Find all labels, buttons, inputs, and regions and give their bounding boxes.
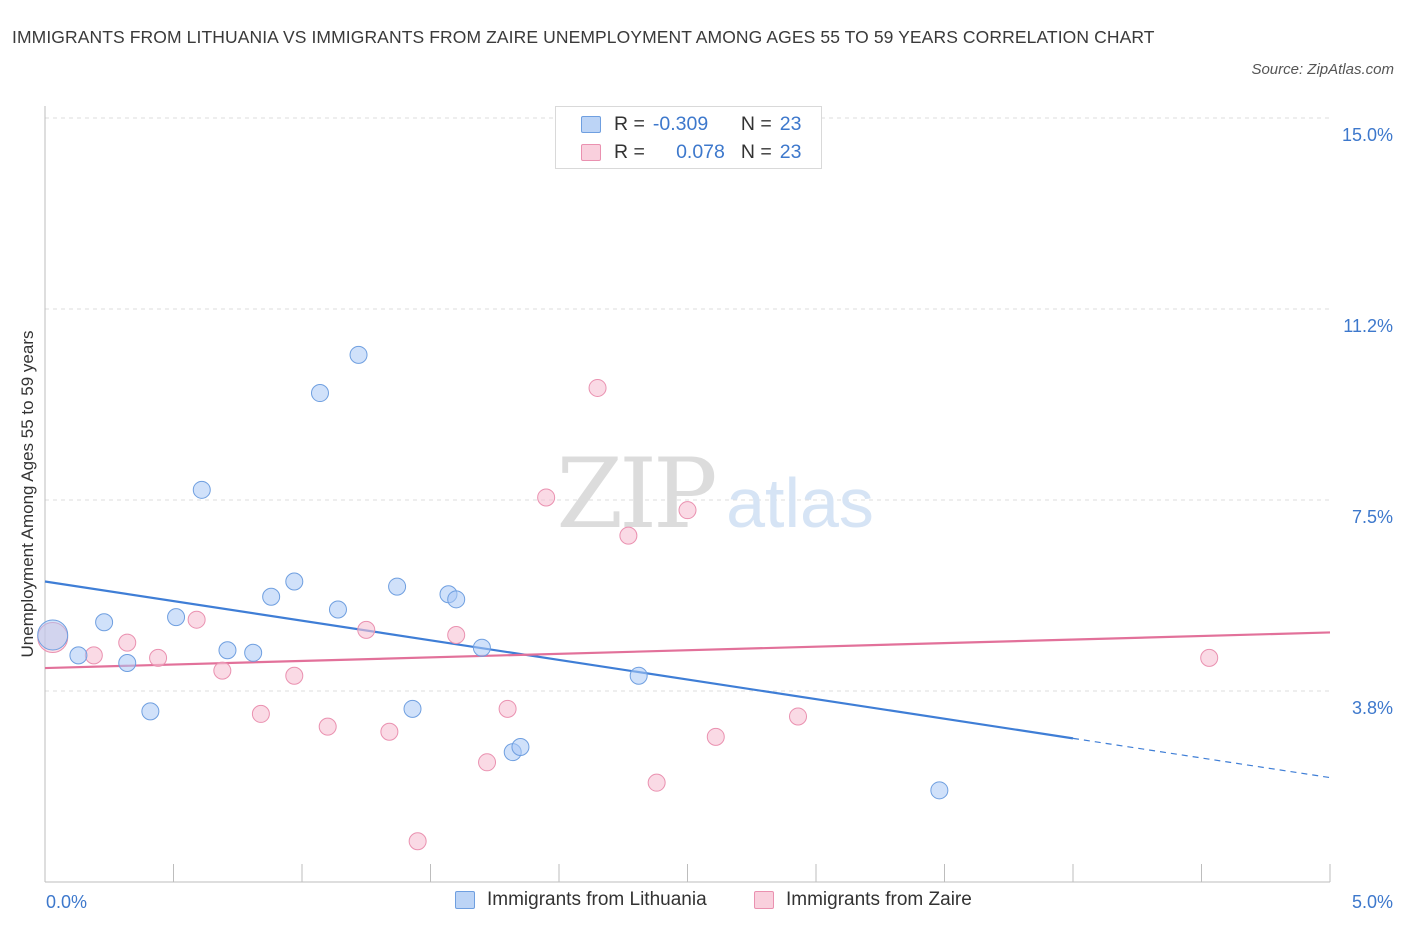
zaire-point bbox=[647, 773, 666, 792]
n-label: N = bbox=[740, 112, 772, 135]
legend-row-lithuania: R = -0.309 N = 23 bbox=[581, 111, 801, 137]
lithuania-trend-extension bbox=[1072, 737, 1331, 779]
zaire-point bbox=[408, 832, 427, 851]
n-value: 23 bbox=[779, 140, 802, 163]
watermark-zip: ZIP bbox=[556, 438, 715, 550]
series-legend: Immigrants from Lithuania Immigrants fro… bbox=[0, 889, 1406, 915]
zaire-point bbox=[498, 699, 517, 718]
zaire-point bbox=[678, 501, 697, 520]
legend-label: Immigrants from Zaire bbox=[786, 889, 972, 910]
r-value: -0.309 bbox=[652, 112, 709, 135]
zaire-point bbox=[213, 661, 232, 680]
watermark-atlas: atlas bbox=[726, 464, 874, 542]
lithuania-point bbox=[118, 653, 137, 672]
lithuania-point bbox=[95, 613, 114, 632]
zaire-point bbox=[357, 620, 376, 639]
zaire-point bbox=[84, 646, 103, 665]
lithuania-point bbox=[37, 619, 69, 651]
lithuania-point bbox=[262, 587, 281, 606]
lithuania-point bbox=[472, 638, 491, 657]
y-tick-label: 11.2% bbox=[1343, 316, 1393, 336]
lithuania-point bbox=[511, 738, 530, 757]
trend-lines bbox=[44, 580, 1331, 779]
legend-item-lithuania: Immigrants from Lithuania bbox=[455, 889, 707, 911]
x-tick-label: 0.0% bbox=[46, 892, 87, 912]
correlation-legend: R = -0.309 N = 23 R = 0.078 N = 23 bbox=[555, 106, 822, 169]
watermark: ZIP atlas bbox=[556, 438, 874, 550]
y-tick-label: 15.0% bbox=[1342, 125, 1393, 145]
zaire-point bbox=[1200, 648, 1219, 667]
lithuania-legend-swatch bbox=[455, 891, 475, 909]
lithuania-point bbox=[310, 384, 329, 403]
zaire-point bbox=[537, 488, 556, 507]
zaire-point bbox=[588, 378, 607, 397]
n-value: 23 bbox=[779, 112, 802, 135]
lithuania-point bbox=[141, 702, 160, 721]
lithuania-point bbox=[388, 577, 407, 596]
legend-label: Immigrants from Lithuania bbox=[487, 889, 707, 910]
lithuania-point bbox=[629, 666, 648, 685]
y-tick-label: 7.5% bbox=[1352, 507, 1393, 527]
lithuania-point bbox=[167, 608, 186, 627]
lithuania-point bbox=[285, 572, 304, 591]
lithuania-point bbox=[349, 345, 368, 364]
axes bbox=[44, 106, 1331, 883]
n-label: N = bbox=[740, 140, 772, 163]
r-label: R = bbox=[614, 112, 645, 135]
x-tick-label: 5.0% bbox=[1352, 892, 1393, 912]
r-value: 0.078 bbox=[676, 140, 725, 163]
zaire-point bbox=[619, 526, 638, 545]
lithuania-point bbox=[930, 781, 949, 800]
zaire-point bbox=[706, 727, 725, 746]
zaire-point bbox=[478, 753, 497, 772]
zaire-point bbox=[118, 633, 137, 652]
source-label: Source: ZipAtlas.com bbox=[1251, 61, 1394, 78]
lithuania-point bbox=[447, 590, 466, 609]
tick-labels: 3.8% 7.5% 11.2% 15.0% 0.0% 5.0% bbox=[46, 125, 1393, 912]
zaire-point bbox=[251, 704, 270, 723]
data-points bbox=[37, 345, 1219, 851]
lithuania-point bbox=[403, 699, 422, 718]
zaire-point bbox=[789, 707, 808, 726]
r-label: R = bbox=[614, 140, 645, 163]
legend-item-zaire: Immigrants from Zaire bbox=[754, 889, 972, 911]
lithuania-swatch bbox=[581, 115, 601, 133]
zaire-point bbox=[187, 610, 206, 629]
zaire-point bbox=[318, 717, 337, 736]
chart-title: IMMIGRANTS FROM LITHUANIA VS IMMIGRANTS … bbox=[12, 27, 1155, 47]
zaire-point bbox=[380, 722, 399, 741]
lithuania-point bbox=[244, 643, 263, 662]
zaire-point bbox=[447, 625, 466, 644]
zaire-legend-swatch bbox=[754, 891, 774, 909]
grid-lines bbox=[45, 117, 1330, 692]
y-tick-label: 3.8% bbox=[1352, 698, 1393, 718]
y-axis-title: Unemployment Among Ages 55 to 59 years bbox=[18, 330, 37, 658]
lithuania-point bbox=[69, 646, 88, 665]
zaire-swatch bbox=[581, 143, 601, 161]
zaire-point bbox=[285, 666, 304, 685]
zaire-point bbox=[149, 648, 168, 667]
legend-row-zaire: R = 0.078 N = 23 bbox=[581, 139, 801, 165]
lithuania-point bbox=[192, 480, 211, 499]
lithuania-trend-line bbox=[44, 580, 1074, 740]
lithuania-point bbox=[218, 641, 237, 660]
lithuania-point bbox=[328, 600, 347, 619]
zaire-trend-line bbox=[44, 631, 1331, 670]
